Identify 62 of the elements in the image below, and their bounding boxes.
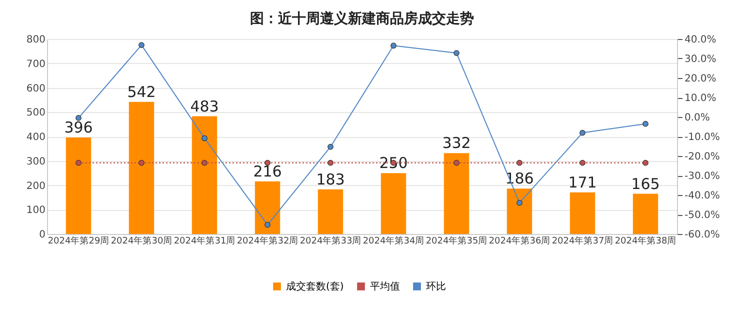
x-tick-label: 2024年第33周 xyxy=(300,236,362,246)
bar xyxy=(254,181,280,234)
y-tick-label: 800 xyxy=(26,34,46,46)
y2-tick-label: 30.0% xyxy=(684,54,716,65)
x-tick-label: 2024年第34周 xyxy=(362,236,424,246)
x-tick-label: 2024年第30周 xyxy=(110,236,172,246)
data-label: 483 xyxy=(190,97,219,116)
y-tick-label: 0 xyxy=(39,230,46,240)
data-label: 332 xyxy=(442,134,471,152)
point xyxy=(76,115,82,121)
bar xyxy=(570,192,596,234)
y2-tick-label: 40.0% xyxy=(684,34,716,46)
point xyxy=(264,222,270,228)
y2-tick-label: -10.0% xyxy=(684,132,720,143)
y-tick-label: 700 xyxy=(26,58,46,70)
y2-tick-label: 20.0% xyxy=(684,74,716,84)
x-tick-label: 2024年第29周 xyxy=(48,236,110,246)
point xyxy=(580,130,586,136)
y-tick-label: 100 xyxy=(26,205,46,216)
point xyxy=(516,200,522,206)
bar xyxy=(444,153,470,234)
point xyxy=(202,135,208,142)
point xyxy=(642,120,648,127)
bar xyxy=(632,194,658,234)
y-tick-label: 200 xyxy=(26,180,46,192)
data-label: 171 xyxy=(568,173,597,192)
data-label: 165 xyxy=(631,174,660,193)
legend-label: 平均值 xyxy=(370,280,400,292)
bar xyxy=(506,188,532,234)
bar xyxy=(192,116,218,234)
y2-tick-label: 0.0% xyxy=(684,112,710,124)
point xyxy=(454,50,460,56)
x-tick-label: 2024年第37周 xyxy=(552,236,614,246)
x-tick-label: 2024年第32周 xyxy=(236,236,298,246)
bar xyxy=(66,137,92,234)
y-tick-label: 300 xyxy=(26,156,46,168)
bar xyxy=(128,102,154,234)
y-tick-label: 400 xyxy=(26,132,46,143)
x-tick-label: 2024年第38周 xyxy=(614,236,676,246)
y-tick-label: 500 xyxy=(26,108,46,119)
data-label: 396 xyxy=(64,118,93,136)
x-tick-label: 2024年第35周 xyxy=(426,236,488,246)
data-label: 542 xyxy=(127,82,156,101)
x-tick-label: 2024年第31周 xyxy=(174,236,236,246)
bar xyxy=(318,189,344,234)
y2-tick-label: -40.0% xyxy=(684,190,720,202)
y2-tick-label: -20.0% xyxy=(684,152,720,162)
legend-label: 环比 xyxy=(426,280,446,292)
legend-label: 成交套数(套) xyxy=(286,280,344,292)
point xyxy=(390,42,396,49)
y2-tick-label: -30.0% xyxy=(684,171,720,182)
chart-title: 图：近十周遵义新建商品房成交走势 xyxy=(250,10,474,27)
y2-tick-label: -60.0% xyxy=(684,230,720,240)
data-label: 183 xyxy=(316,170,345,188)
point xyxy=(328,144,334,150)
data-label: 216 xyxy=(253,162,282,180)
y2-tick-label: 10.0% xyxy=(684,93,716,104)
y2-tick-label: -50.0% xyxy=(684,210,720,221)
point xyxy=(138,42,144,48)
y-tick-label: 600 xyxy=(26,83,46,94)
bar xyxy=(380,173,406,234)
x-tick-label: 2024年第36周 xyxy=(488,236,550,246)
